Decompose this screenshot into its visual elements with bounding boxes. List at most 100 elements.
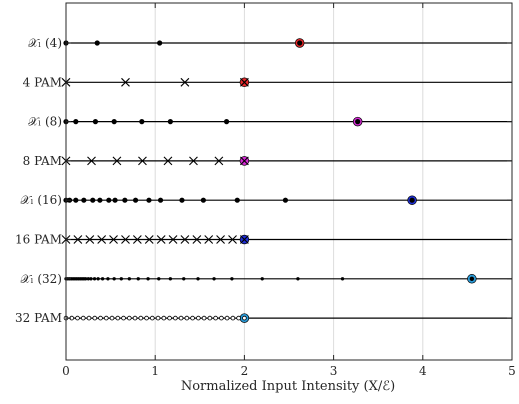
data-point [132,197,139,203]
data-point [97,197,103,203]
highlight-center [409,198,415,203]
data-point [168,277,173,281]
data-point [139,119,145,125]
x-mark-stroke [85,235,95,244]
row-6 [64,274,512,284]
data-point [111,119,117,125]
x-mark-stroke [214,156,224,166]
data-point [121,315,126,321]
x-tick-label: 1 [151,364,159,378]
x-axis-label: Normalized Input Intensity (X/ℰ) [181,379,395,394]
data-point [204,235,214,244]
data-point [228,235,237,244]
x-mark-stroke [168,235,178,244]
data-point [138,156,147,166]
x-mark-stroke [163,156,173,166]
data-point [196,277,200,281]
data-point [86,315,92,321]
data-point [127,277,132,281]
row-label: 4 PAM [23,75,62,89]
data-point [150,315,155,321]
data-point [138,315,144,321]
row-1 [61,77,512,88]
highlight-center [469,276,475,281]
data-point [157,277,161,281]
data-point [144,235,154,244]
data-point [219,315,224,321]
data-point [207,315,213,321]
data-point [180,77,190,87]
data-point [146,277,150,281]
data-point [196,315,201,321]
data-point [97,235,107,244]
row-label: 𝒳ₗ (32) [20,272,62,286]
data-point [73,235,83,244]
data-point [112,277,116,281]
data-point [83,277,88,281]
x-mark-stroke [240,235,249,244]
data-point [242,315,247,321]
x-mark-stroke [144,235,154,244]
data-point [173,315,178,321]
data-point [94,40,100,46]
x-mark-stroke [240,156,249,166]
data-point [98,315,103,321]
data-point [224,315,230,321]
x-mark-stroke [112,156,122,166]
data-point [132,235,142,244]
data-point [106,197,112,203]
x-mark-stroke [73,235,83,244]
data-point [163,156,173,166]
row-label: 𝒳ₗ (8) [28,115,62,129]
x-mark-stroke [180,235,190,244]
data-point [296,277,300,281]
data-point [201,315,207,321]
x-mark-stroke [121,77,130,87]
data-point [167,315,172,321]
x-mark-stroke [156,235,166,244]
data-point [156,235,166,244]
data-point [260,277,264,281]
data-point [103,315,109,321]
data-point [144,315,149,321]
data-point [190,315,195,321]
row-3 [61,156,512,166]
data-point [85,235,95,244]
data-point [81,197,87,203]
row-0 [63,38,512,48]
x-mark-stroke [180,77,190,87]
data-point [236,315,241,321]
data-point [234,197,240,203]
row-label: 8 PAM [23,154,62,168]
data-point [180,235,190,244]
row-label: 32 PAM [15,311,62,325]
x-tick-label: 3 [330,364,338,378]
data-point [182,277,186,281]
x-mark-stroke [240,77,249,87]
x-mark-stroke [132,235,142,244]
data-point [109,315,115,321]
data-point [136,277,140,281]
row-5 [61,234,512,245]
data-point [168,235,178,244]
data-point [161,315,167,321]
x-mark-stroke [204,235,214,244]
data-point [192,235,202,244]
data-point [214,156,224,166]
data-point [178,315,184,321]
data-point [230,315,236,321]
data-point [87,156,96,166]
plot-frame [65,2,513,361]
data-point [200,197,206,203]
row-label: 16 PAM [15,233,62,247]
data-point [121,77,130,87]
x-mark-stroke [189,156,198,166]
data-point [132,315,138,321]
row-7 [63,313,512,323]
data-point [121,235,130,244]
data-point [109,235,118,244]
x-mark-stroke [97,235,107,244]
data-point [90,197,96,203]
data-point [96,277,100,281]
